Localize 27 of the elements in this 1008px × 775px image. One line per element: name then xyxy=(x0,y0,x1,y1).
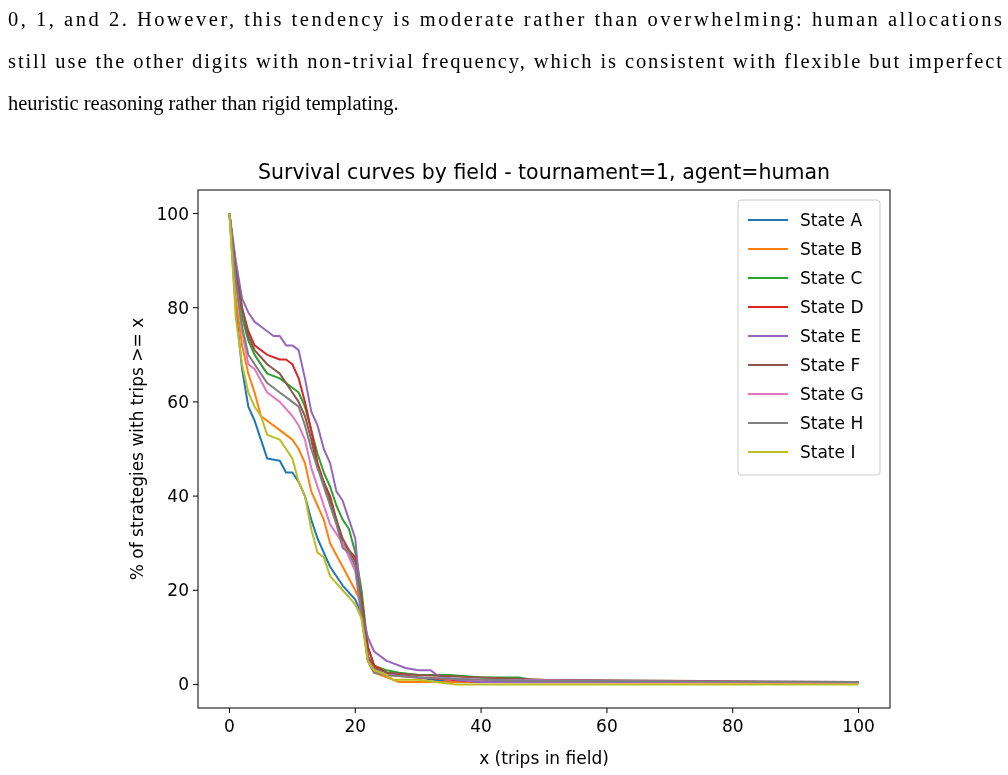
y-tick-label: 80 xyxy=(167,297,189,318)
y-axis-title: % of strategies with trips >= x xyxy=(127,317,147,581)
x-tick-label: 40 xyxy=(470,716,492,736)
text: still use the other digits with non-trivial frequency, which is consistent with flexible but imperfect xyxy=(8,50,1003,73)
legend-label: State G xyxy=(800,384,864,404)
text: 0, 1, and 2. However, this tendency is moderate rather than overwhelming: human allocations xyxy=(8,8,1003,31)
text: heuristic reasoning rather than rigid templating. xyxy=(8,92,399,115)
x-tick-label: 60 xyxy=(596,716,618,736)
x-tick-label: 100 xyxy=(842,716,875,736)
y-tick-label: 40 xyxy=(167,486,189,507)
y-tick-label: 20 xyxy=(167,580,189,601)
y-tick-label: 0 xyxy=(178,674,189,695)
legend-label: State B xyxy=(800,239,863,259)
legend-label: State I xyxy=(800,442,856,462)
y-tick-label: 60 xyxy=(167,391,189,412)
x-tick-label: 0 xyxy=(224,716,235,736)
legend-label: State E xyxy=(800,326,862,346)
legend-label: State C xyxy=(800,268,863,288)
y-tick-label: 100 xyxy=(156,203,189,224)
x-tick-label: 20 xyxy=(344,716,367,736)
x-tick-label: 80 xyxy=(721,716,744,736)
chart-title: Survival curves by field - tournament=1, agent=human xyxy=(257,160,831,184)
legend-label: State F xyxy=(800,355,861,375)
legend-label: State D xyxy=(800,297,864,317)
x-axis-title: x (trips in field) xyxy=(479,748,609,768)
legend-label: State A xyxy=(800,210,863,230)
legend-label: State H xyxy=(800,413,864,433)
